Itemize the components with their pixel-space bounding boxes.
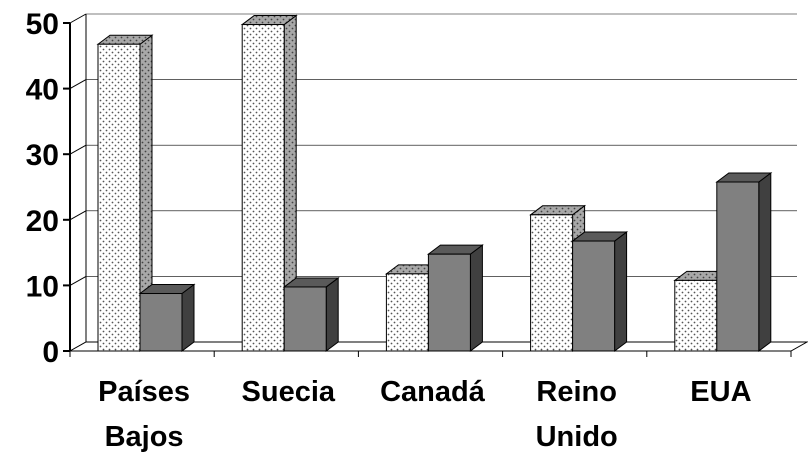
x-tick-label: EUA [690, 376, 751, 408]
x-tick-labels: Países Bajos Suecia Canadá Reino Unido EUA [98, 376, 751, 453]
y-tick-label: 50 [26, 8, 59, 41]
y-depth-line [69, 144, 87, 155]
bar-series-2 [138, 283, 196, 352]
x-tick-label: Canadá [380, 376, 486, 408]
bar-series-2 [426, 244, 484, 352]
y-tick-label: 20 [26, 205, 59, 238]
x-tick-label: Reino Unido [536, 376, 618, 453]
y-tick-labels: 0 10 20 30 40 50 [26, 8, 59, 369]
y-depth-line [69, 13, 87, 24]
y-tick-label: 10 [26, 270, 59, 303]
y-depth-line [69, 79, 87, 90]
x-tick-label: Suecia [242, 376, 336, 408]
y-tick-label: 40 [26, 74, 59, 107]
bar-series-1 [96, 34, 154, 352]
bars [96, 14, 773, 352]
bar-series-1 [240, 14, 298, 352]
bar-series-2 [282, 276, 340, 352]
y-tick-label: 30 [26, 139, 59, 172]
x-tick-label: Países Bajos [98, 376, 190, 453]
y-depth-line [69, 275, 87, 286]
y-tick-label: 0 [42, 336, 59, 369]
y-depth-line [69, 210, 87, 221]
bar-series-2 [571, 231, 629, 352]
bar-series-2 [715, 172, 773, 352]
